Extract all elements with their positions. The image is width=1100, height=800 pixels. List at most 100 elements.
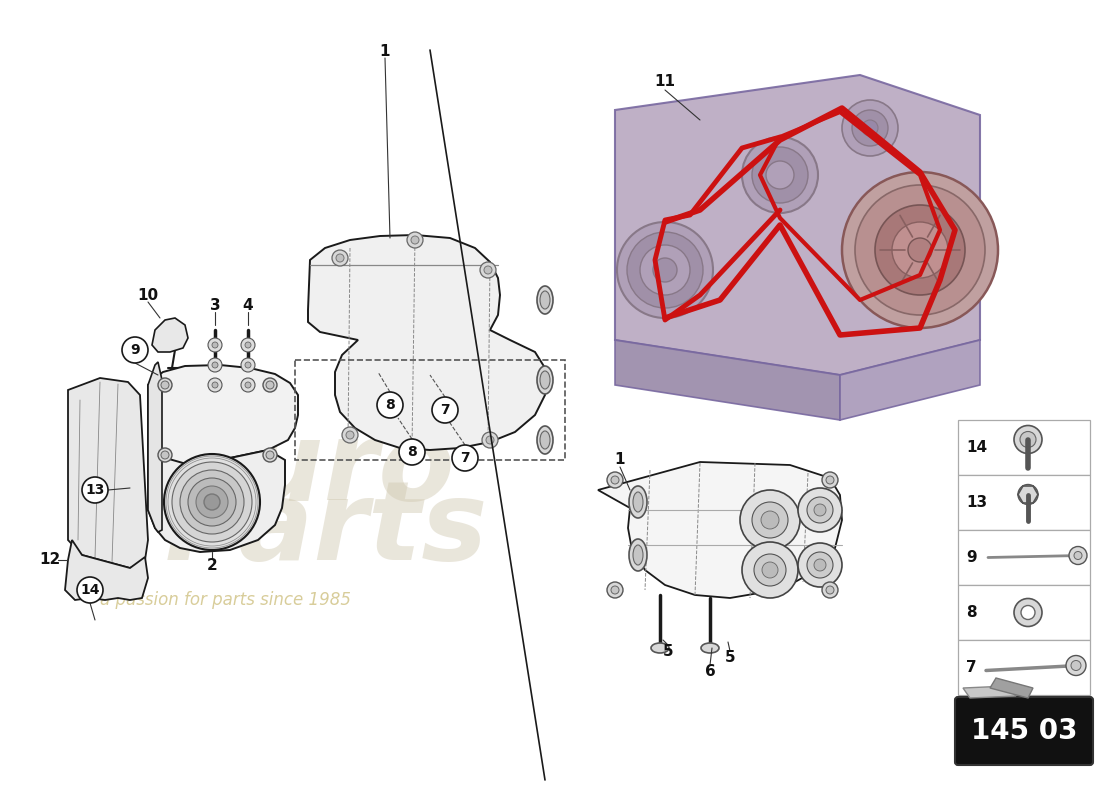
Ellipse shape xyxy=(537,426,553,454)
Circle shape xyxy=(245,382,251,388)
Circle shape xyxy=(1021,606,1035,619)
Circle shape xyxy=(411,236,419,244)
FancyBboxPatch shape xyxy=(955,697,1093,765)
Circle shape xyxy=(82,477,108,503)
Ellipse shape xyxy=(540,291,550,309)
Circle shape xyxy=(161,451,169,459)
Text: 145 03: 145 03 xyxy=(970,717,1077,745)
Circle shape xyxy=(807,552,833,578)
Circle shape xyxy=(1014,598,1042,626)
Circle shape xyxy=(822,472,838,488)
Circle shape xyxy=(842,172,998,328)
Bar xyxy=(958,640,1090,695)
Text: euro: euro xyxy=(170,417,455,523)
Polygon shape xyxy=(148,445,285,552)
Text: 5: 5 xyxy=(725,650,735,666)
Circle shape xyxy=(208,338,222,352)
Text: 7: 7 xyxy=(966,660,977,675)
Circle shape xyxy=(1066,655,1086,675)
Text: 1: 1 xyxy=(615,453,625,467)
Text: 14: 14 xyxy=(80,583,100,597)
Circle shape xyxy=(653,258,676,282)
Circle shape xyxy=(862,120,878,136)
Circle shape xyxy=(807,497,833,523)
Text: 1: 1 xyxy=(379,45,390,59)
Text: 8: 8 xyxy=(407,445,417,459)
Polygon shape xyxy=(148,365,298,465)
Circle shape xyxy=(241,378,255,392)
Circle shape xyxy=(1069,546,1087,565)
Circle shape xyxy=(241,338,255,352)
Circle shape xyxy=(212,382,218,388)
Circle shape xyxy=(742,542,797,598)
Circle shape xyxy=(798,488,842,532)
Circle shape xyxy=(842,100,898,156)
Text: 11: 11 xyxy=(654,74,675,90)
Circle shape xyxy=(617,222,713,318)
Circle shape xyxy=(407,232,424,248)
Text: 8: 8 xyxy=(966,605,977,620)
Polygon shape xyxy=(615,340,840,420)
Circle shape xyxy=(204,494,220,510)
Text: 6: 6 xyxy=(705,665,715,679)
Text: 3: 3 xyxy=(210,298,220,313)
Ellipse shape xyxy=(701,643,719,653)
Circle shape xyxy=(172,462,252,542)
Text: Parts: Parts xyxy=(165,477,488,583)
Circle shape xyxy=(1020,431,1036,447)
Ellipse shape xyxy=(651,643,669,653)
Circle shape xyxy=(610,586,619,594)
Circle shape xyxy=(263,378,277,392)
Text: 7: 7 xyxy=(460,451,470,465)
Circle shape xyxy=(752,502,788,538)
Circle shape xyxy=(336,254,344,262)
Polygon shape xyxy=(148,362,162,532)
Bar xyxy=(958,530,1090,585)
Circle shape xyxy=(208,378,222,392)
Circle shape xyxy=(158,378,172,392)
Circle shape xyxy=(826,586,834,594)
Circle shape xyxy=(486,436,494,444)
Circle shape xyxy=(266,381,274,389)
Circle shape xyxy=(892,222,948,278)
Circle shape xyxy=(180,470,244,534)
Text: 12: 12 xyxy=(40,553,60,567)
Polygon shape xyxy=(615,75,980,375)
Circle shape xyxy=(332,250,348,266)
Polygon shape xyxy=(840,340,980,420)
Circle shape xyxy=(263,448,277,462)
Circle shape xyxy=(484,266,492,274)
Circle shape xyxy=(752,147,808,203)
Circle shape xyxy=(1014,426,1042,454)
Circle shape xyxy=(452,445,478,471)
Circle shape xyxy=(1074,551,1082,559)
Circle shape xyxy=(610,476,619,484)
Circle shape xyxy=(432,397,458,423)
Ellipse shape xyxy=(629,539,647,571)
Circle shape xyxy=(766,161,794,189)
Text: 2: 2 xyxy=(207,558,218,573)
Circle shape xyxy=(627,232,703,308)
Circle shape xyxy=(852,110,888,146)
Circle shape xyxy=(826,476,834,484)
Circle shape xyxy=(754,554,786,586)
Ellipse shape xyxy=(537,286,553,314)
Circle shape xyxy=(1071,661,1081,670)
Polygon shape xyxy=(65,540,148,600)
Circle shape xyxy=(742,137,818,213)
Text: 9: 9 xyxy=(130,343,140,357)
Circle shape xyxy=(158,448,172,462)
Circle shape xyxy=(607,582,623,598)
Circle shape xyxy=(188,478,236,526)
Circle shape xyxy=(266,451,274,459)
Circle shape xyxy=(740,490,800,550)
Circle shape xyxy=(212,362,218,368)
Ellipse shape xyxy=(540,371,550,389)
Text: 5: 5 xyxy=(662,645,673,659)
Ellipse shape xyxy=(632,492,644,512)
Circle shape xyxy=(241,358,255,372)
Text: a passion for parts since 1985: a passion for parts since 1985 xyxy=(100,591,351,609)
Polygon shape xyxy=(152,318,188,352)
Ellipse shape xyxy=(629,486,647,518)
Text: 13: 13 xyxy=(966,495,987,510)
